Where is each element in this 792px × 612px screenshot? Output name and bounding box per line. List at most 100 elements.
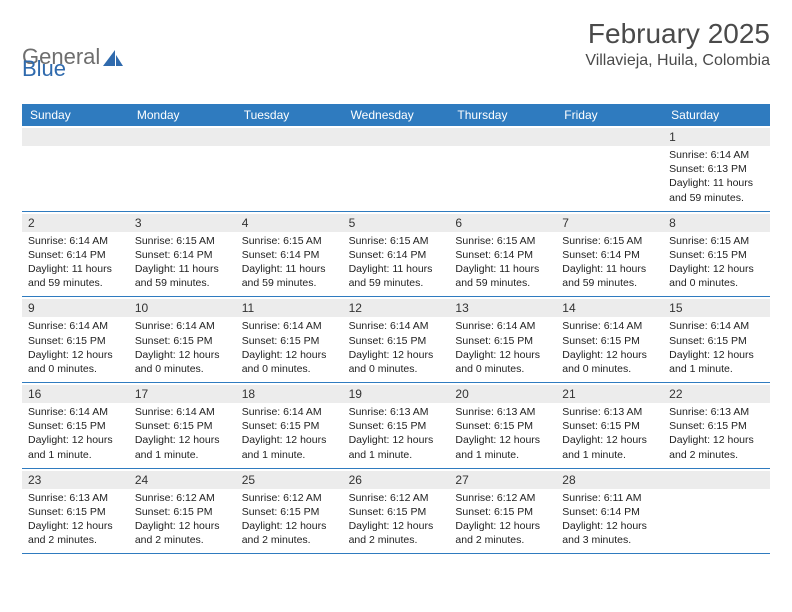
day-header-fri: Friday (556, 104, 663, 126)
sunrise-text: Sunrise: 6:14 AM (669, 148, 764, 162)
day-info: Sunrise: 6:12 AMSunset: 6:15 PMDaylight:… (135, 491, 230, 548)
day-header-thu: Thursday (449, 104, 556, 126)
daylight-text: Daylight: 11 hours and 59 minutes. (242, 262, 337, 290)
day-cell (343, 126, 450, 211)
day-header-row: Sunday Monday Tuesday Wednesday Thursday… (22, 104, 770, 126)
day-info: Sunrise: 6:13 AMSunset: 6:15 PMDaylight:… (562, 405, 657, 462)
daylight-text: Daylight: 11 hours and 59 minutes. (135, 262, 230, 290)
sunset-text: Sunset: 6:15 PM (242, 419, 337, 433)
day-info: Sunrise: 6:14 AMSunset: 6:13 PMDaylight:… (669, 148, 764, 205)
sunset-text: Sunset: 6:15 PM (28, 419, 123, 433)
daylight-text: Daylight: 12 hours and 1 minute. (562, 433, 657, 461)
sunset-text: Sunset: 6:15 PM (455, 419, 550, 433)
daylight-text: Daylight: 12 hours and 0 minutes. (242, 348, 337, 376)
daylight-text: Daylight: 12 hours and 0 minutes. (669, 262, 764, 290)
day-info: Sunrise: 6:14 AMSunset: 6:15 PMDaylight:… (349, 319, 444, 376)
day-cell: 1 Sunrise: 6:14 AMSunset: 6:13 PMDaylight… (663, 126, 770, 211)
daylight-text: Daylight: 11 hours and 59 minutes. (562, 262, 657, 290)
day-info: Sunrise: 6:15 AMSunset: 6:14 PMDaylight:… (242, 234, 337, 291)
day-header-wed: Wednesday (343, 104, 450, 126)
sunset-text: Sunset: 6:14 PM (349, 248, 444, 262)
sunset-text: Sunset: 6:15 PM (349, 334, 444, 348)
day-number: 20 (449, 385, 556, 403)
day-number: 18 (236, 385, 343, 403)
day-info: Sunrise: 6:14 AMSunset: 6:14 PMDaylight:… (28, 234, 123, 291)
sunrise-text: Sunrise: 6:14 AM (242, 405, 337, 419)
daylight-text: Daylight: 12 hours and 0 minutes. (349, 348, 444, 376)
day-cell: 23 Sunrise: 6:13 AMSunset: 6:15 PMDayligh… (22, 469, 129, 554)
day-number: 5 (343, 214, 450, 232)
day-info: Sunrise: 6:13 AMSunset: 6:15 PMDaylight:… (28, 491, 123, 548)
sunrise-text: Sunrise: 6:13 AM (562, 405, 657, 419)
sunrise-text: Sunrise: 6:14 AM (242, 319, 337, 333)
day-info: Sunrise: 6:14 AMSunset: 6:15 PMDaylight:… (28, 405, 123, 462)
sunrise-text: Sunrise: 6:12 AM (349, 491, 444, 505)
day-cell: 27 Sunrise: 6:12 AMSunset: 6:15 PMDayligh… (449, 469, 556, 554)
day-info: Sunrise: 6:14 AMSunset: 6:15 PMDaylight:… (135, 319, 230, 376)
day-number: 17 (129, 385, 236, 403)
logo-word2: Blue (22, 56, 770, 82)
daylight-text: Daylight: 11 hours and 59 minutes. (349, 262, 444, 290)
sunrise-text: Sunrise: 6:12 AM (135, 491, 230, 505)
day-number: 27 (449, 471, 556, 489)
day-number (129, 128, 236, 146)
week-row: 9Sunrise: 6:14 AMSunset: 6:15 PMDaylight… (22, 297, 770, 383)
day-number: 15 (663, 299, 770, 317)
day-cell (129, 126, 236, 211)
sunrise-text: Sunrise: 6:15 AM (242, 234, 337, 248)
day-number: 13 (449, 299, 556, 317)
day-number: 23 (22, 471, 129, 489)
sunrise-text: Sunrise: 6:14 AM (28, 405, 123, 419)
day-info: Sunrise: 6:15 AMSunset: 6:15 PMDaylight:… (669, 234, 764, 291)
day-number: 1 (663, 128, 770, 146)
day-info: Sunrise: 6:14 AMSunset: 6:15 PMDaylight:… (242, 405, 337, 462)
day-number: 25 (236, 471, 343, 489)
day-cell: 26 Sunrise: 6:12 AMSunset: 6:15 PMDayligh… (343, 469, 450, 554)
sunset-text: Sunset: 6:14 PM (242, 248, 337, 262)
sunset-text: Sunset: 6:15 PM (135, 334, 230, 348)
daylight-text: Daylight: 12 hours and 1 minute. (349, 433, 444, 461)
day-info: Sunrise: 6:14 AMSunset: 6:15 PMDaylight:… (669, 319, 764, 376)
day-cell: 11Sunrise: 6:14 AMSunset: 6:15 PMDayligh… (236, 297, 343, 382)
day-number: 9 (22, 299, 129, 317)
day-cell (236, 126, 343, 211)
day-number: 4 (236, 214, 343, 232)
day-number: 10 (129, 299, 236, 317)
sunset-text: Sunset: 6:15 PM (562, 334, 657, 348)
daylight-text: Daylight: 12 hours and 2 minutes. (349, 519, 444, 547)
day-number: 24 (129, 471, 236, 489)
day-number: 26 (343, 471, 450, 489)
day-cell (449, 126, 556, 211)
day-info: Sunrise: 6:12 AMSunset: 6:15 PMDaylight:… (455, 491, 550, 548)
day-info: Sunrise: 6:14 AMSunset: 6:15 PMDaylight:… (455, 319, 550, 376)
sunrise-text: Sunrise: 6:14 AM (349, 319, 444, 333)
day-cell: 13 Sunrise: 6:14 AMSunset: 6:15 PMDayligh… (449, 297, 556, 382)
day-cell: 18 Sunrise: 6:14 AMSunset: 6:15 PMDayligh… (236, 383, 343, 468)
day-cell: 16 Sunrise: 6:14 AMSunset: 6:15 PMDayligh… (22, 383, 129, 468)
day-number (22, 128, 129, 146)
sunrise-text: Sunrise: 6:15 AM (135, 234, 230, 248)
day-number (556, 128, 663, 146)
day-number: 16 (22, 385, 129, 403)
sunrise-text: Sunrise: 6:14 AM (28, 234, 123, 248)
sunrise-text: Sunrise: 6:13 AM (28, 491, 123, 505)
daylight-text: Daylight: 12 hours and 1 minute. (455, 433, 550, 461)
day-info: Sunrise: 6:15 AMSunset: 6:14 PMDaylight:… (135, 234, 230, 291)
week-row: 1 Sunrise: 6:14 AMSunset: 6:13 PMDaylight… (22, 126, 770, 212)
sunset-text: Sunset: 6:15 PM (455, 505, 550, 519)
day-info: Sunrise: 6:12 AMSunset: 6:15 PMDaylight:… (349, 491, 444, 548)
daylight-text: Daylight: 12 hours and 1 minute. (669, 348, 764, 376)
sunset-text: Sunset: 6:14 PM (562, 248, 657, 262)
day-header-mon: Monday (129, 104, 236, 126)
daylight-text: Daylight: 11 hours and 59 minutes. (28, 262, 123, 290)
day-number: 19 (343, 385, 450, 403)
week-row: 2Sunrise: 6:14 AMSunset: 6:14 PMDaylight… (22, 212, 770, 298)
sunset-text: Sunset: 6:14 PM (28, 248, 123, 262)
sunset-text: Sunset: 6:15 PM (135, 419, 230, 433)
day-cell: 6Sunrise: 6:15 AMSunset: 6:14 PMDaylight… (449, 212, 556, 297)
day-number (449, 128, 556, 146)
daylight-text: Daylight: 12 hours and 1 minute. (28, 433, 123, 461)
sunset-text: Sunset: 6:15 PM (669, 248, 764, 262)
sunset-text: Sunset: 6:15 PM (349, 419, 444, 433)
daylight-text: Daylight: 12 hours and 0 minutes. (135, 348, 230, 376)
